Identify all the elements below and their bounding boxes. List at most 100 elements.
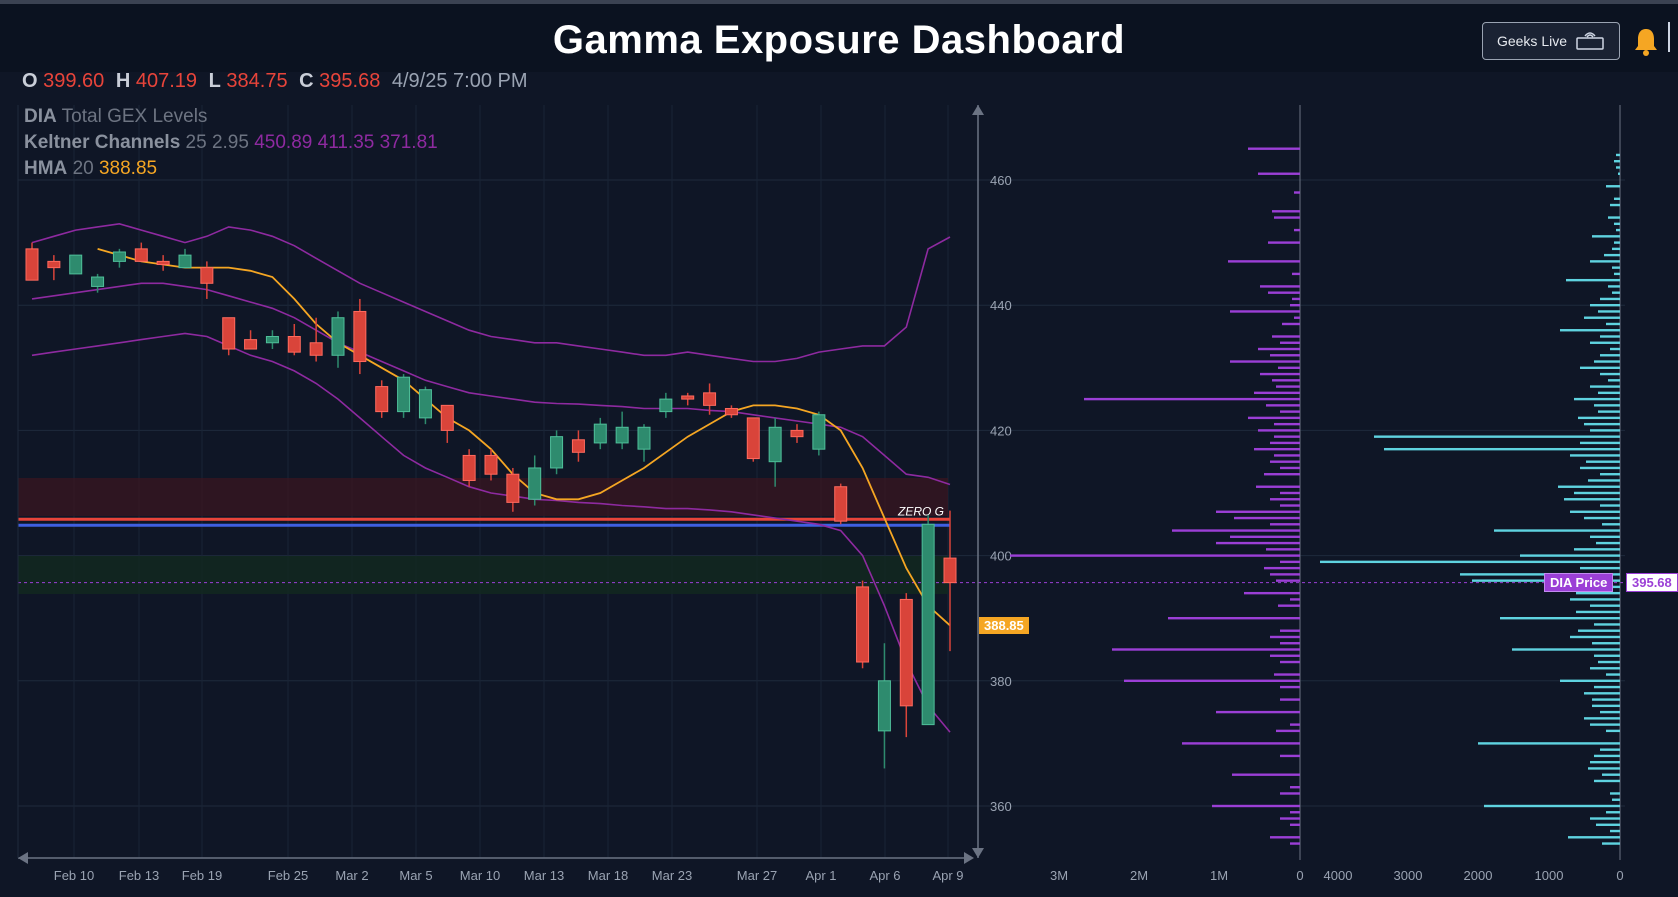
gex-bar-purple [1272,210,1300,213]
gex-bar-purple [1112,648,1300,651]
gex-bar-cyan [1600,297,1620,301]
gex-bar-cyan [1608,216,1620,219]
y-tick-label: 400 [990,549,1012,564]
candle-down [244,339,258,350]
gex-bar-purple [1290,786,1300,789]
gex-bar-cyan [1612,247,1620,251]
gex-bar-purple [1290,723,1300,726]
candle-down [353,310,367,363]
gex-bar-purple [1270,654,1300,657]
zero-gamma-label: ZERO G [897,504,944,518]
gex-bar-purple [1268,241,1300,244]
legend-hma-name: HMA [24,158,68,179]
candle-up [593,423,607,444]
gex-bar-purple [1274,673,1300,676]
legend-gex[interactable]: DIA Total GEX Levels [24,106,207,128]
candle-up [91,276,105,287]
legend-keltner[interactable]: Keltner Channels 25 2.95 450.89 411.35 3… [24,132,438,154]
y-tick-label: 460 [990,173,1012,188]
geeks-live-button[interactable]: Geeks Live [1482,22,1620,60]
gex-bar-cyan [1598,391,1620,395]
candle-down [856,586,870,663]
ohlc-readout: O 399.60 H 407.19 L 384.75 C 395.68 4/9/… [22,70,528,93]
gex-bar-cyan [1578,629,1620,632]
candle-down [899,598,913,707]
gex2-x-tick: 1000 [1535,868,1564,883]
candle-down [943,557,957,584]
gex-bar-purple [1230,535,1300,539]
gex-bar-cyan [1606,673,1620,676]
gex-bar-cyan [1568,836,1620,839]
geeks-live-label: Geeks Live [1496,33,1568,49]
gex-bar-purple [1270,573,1300,576]
candle-down [746,417,760,460]
legend-hma[interactable]: HMA 20 388.85 [24,158,157,180]
gex-bar-cyan [1478,742,1620,745]
y-tick-label: 360 [990,799,1012,814]
dia-price-value: 395.68 [1626,573,1678,592]
gex-bar-cyan [1592,642,1620,645]
gex-bar-cyan [1604,253,1620,257]
candle-up [418,389,432,419]
gex-bar-purple [1168,617,1300,620]
gex-bar-purple [1216,710,1300,714]
gex-bar-cyan [1610,829,1620,833]
gex-bar-cyan [1584,316,1620,319]
gex-bar-cyan [1576,591,1620,595]
gex-bar-purple [1280,341,1300,344]
gex-bar-cyan [1558,485,1620,488]
gex-bar-purple [1280,792,1300,795]
candle-up [331,317,345,356]
x-tick-label: Feb 13 [119,868,159,883]
gex-bar-purple [1280,504,1300,507]
gex-bar-cyan [1494,529,1620,532]
gex-bar-purple [1272,335,1300,338]
gex-bar-purple [1292,272,1300,276]
hma-line [97,248,951,627]
bell-icon[interactable] [1633,26,1659,56]
gex-bar-purple [1254,391,1300,395]
candle-up [637,426,651,450]
gex-bar-purple [1274,435,1300,438]
x-tick-label: Feb 19 [182,868,222,883]
gex-bar-cyan [1614,197,1620,200]
candle-down [462,454,476,481]
x-tick-label: Mar 13 [524,868,564,883]
gex-bar-cyan [1606,729,1620,733]
candle-up [768,426,782,463]
gex-bar-cyan [1594,404,1620,407]
open-value: 399.60 [43,70,105,92]
candle-down [156,260,170,266]
axis-arrow-up [972,105,984,115]
gex-bar-cyan [1560,679,1620,682]
gex-bar-purple [1280,410,1300,413]
gex-bar-cyan [1608,379,1620,382]
gex-bar-cyan [1616,166,1620,169]
gex-bar-purple [1270,354,1300,357]
gex-bar-cyan [1592,704,1620,708]
candle-down [200,267,214,284]
gex-bar-purple [1290,842,1300,845]
gex-bar-cyan [1618,172,1620,175]
candle-up [812,414,826,450]
gex-bar-purple [1258,347,1300,351]
gex-bar-cyan [1574,548,1620,551]
gex-bar-purple [1290,598,1300,601]
gex-bar-purple [1270,836,1300,839]
gex1-x-tick: 3M [1050,868,1068,883]
gex-bar-cyan [1602,523,1620,526]
gex-bar-purple [1280,629,1300,632]
high-value: 407.19 [135,70,198,92]
candle-down [484,454,498,475]
gex-bar-cyan [1570,635,1620,639]
candle-down [47,260,61,269]
gex-bar-cyan [1590,304,1620,307]
candle-down [703,392,717,406]
gex-bar-cyan [1590,760,1620,764]
top-border [0,0,1678,4]
candle-down [440,404,454,431]
candle-down [375,386,389,413]
y-tick-label: 380 [990,674,1012,689]
candle-up [615,426,629,444]
